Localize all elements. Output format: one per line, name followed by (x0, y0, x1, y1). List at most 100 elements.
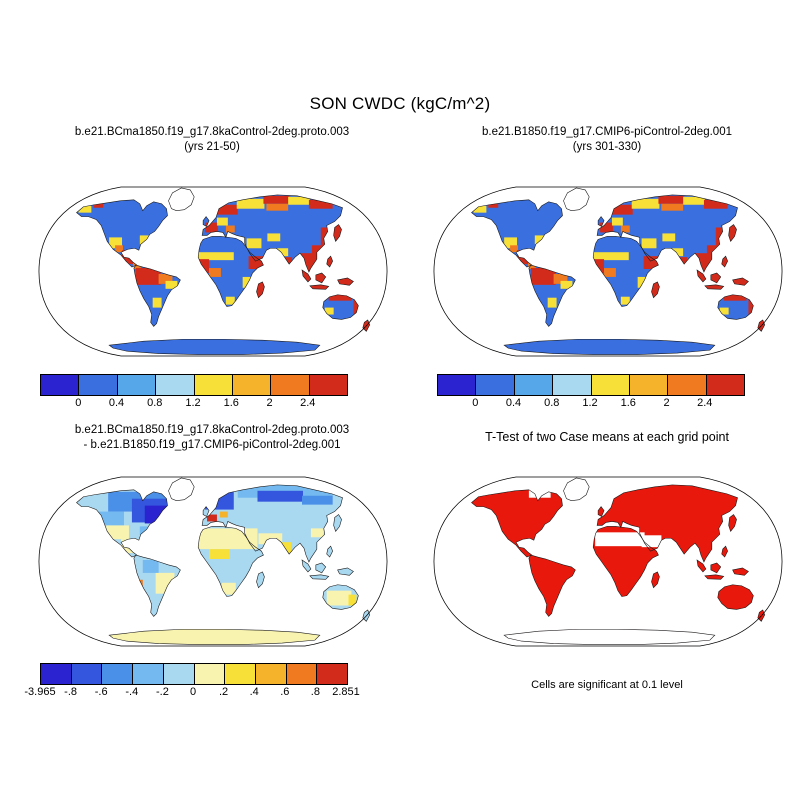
map-patch (246, 238, 262, 249)
panel-subtitle-case2: (yrs 301-330) (572, 141, 642, 153)
map-patch (324, 255, 335, 269)
map-patch (207, 514, 217, 522)
colorbar-tick-label: .4 (249, 686, 259, 698)
map-patch (683, 196, 705, 205)
panel-subtitle-case1: (yrs 21-50) (184, 141, 240, 153)
colorbar-segment (629, 375, 668, 395)
colorbar-tick-label: 2.4 (300, 397, 316, 409)
colorbar-segment (232, 375, 271, 395)
colorbar-tick-label: .6 (280, 686, 290, 698)
colorbar-tick-label: 0.4 (108, 397, 125, 409)
map-patch (661, 203, 684, 211)
panel-title-diff-line1: b.e21.BCma1850.f19_g17.8kaControl-2deg.p… (74, 424, 350, 436)
colorbar-tick-label: 1.6 (223, 397, 239, 409)
map-patch (152, 297, 162, 308)
map-patch (600, 222, 613, 233)
map-patch (560, 280, 573, 289)
map-patch (93, 202, 104, 208)
map-patch (593, 252, 629, 261)
colorbar-tick-label: 0 (189, 686, 197, 698)
map-patch (547, 297, 557, 308)
map-patch (748, 299, 755, 315)
colorbar-tick-label: 2 (663, 397, 670, 409)
colorbar-segment (133, 664, 163, 684)
panel-title-case2: b.e21.B1850.f19_g17.CMIP6-piControl-2deg… (482, 126, 732, 138)
map-patch (631, 198, 660, 209)
map-patch (361, 319, 370, 333)
colorbar-tick-label: 2 (266, 397, 273, 409)
map-patch (641, 238, 657, 249)
map-patch (326, 590, 352, 606)
map-patch (332, 223, 343, 244)
colorbar-segment (706, 375, 744, 395)
colorbar-tick-label: 0.8 (544, 397, 560, 409)
map-patch (595, 532, 645, 547)
map-patch (604, 268, 616, 277)
colorbar-segment (514, 375, 553, 395)
colorbar-segment (71, 664, 102, 684)
map-patch (277, 248, 289, 257)
map-patch (703, 199, 728, 209)
map-patch (197, 528, 258, 550)
map-patch (353, 299, 360, 315)
colorbar-tick-label: 0.8 (147, 397, 163, 409)
colorbar-tick-label: 0.4 (505, 397, 522, 409)
colorbar-segment (317, 664, 348, 684)
colorbar-diff (40, 663, 348, 685)
colorbar-tick-label: -.2 (155, 686, 169, 698)
colorbar-segment (309, 375, 347, 395)
colorbar-tick-label: 1.2 (185, 397, 201, 409)
map-patch (135, 268, 161, 285)
map-patch (209, 549, 230, 560)
map-patch (553, 273, 568, 284)
map-case2 (433, 186, 783, 357)
map-patch (620, 296, 630, 305)
colorbar-tick-label: 1.2 (582, 397, 598, 409)
colorbar-tick-label: -.6 (94, 686, 108, 698)
map-patch (256, 281, 266, 299)
map-patch (308, 199, 333, 209)
map-patch (473, 205, 487, 213)
map-patch (132, 263, 141, 270)
map-patch (267, 233, 281, 242)
map-patch (198, 259, 210, 273)
map-patch (324, 307, 334, 315)
map-patch (662, 233, 676, 242)
map-patch (679, 257, 688, 267)
figure-title: SON CWDC (kgC/m^2) (309, 94, 491, 113)
map-patch (719, 255, 730, 269)
colorbar-tick-label: -.8 (64, 686, 78, 698)
colorbar-segment (79, 375, 117, 395)
map-patch (142, 560, 159, 573)
colorbar-segment (163, 664, 194, 684)
colorbar-segment (286, 664, 317, 684)
map-patch (284, 257, 293, 267)
map-patch (658, 195, 685, 204)
map-patch (593, 259, 605, 273)
colorbar-case2 (437, 374, 745, 396)
map-patch (225, 296, 235, 305)
colorbar-segment (156, 375, 194, 395)
colorbar-tick-label: 0 (75, 397, 82, 409)
colorbar-segment (668, 375, 706, 395)
ttest-caption: Cells are significant at 0.1 level (531, 679, 683, 691)
panel-title-case1: b.e21.BCma1850.f19_g17.8kaControl-2deg.p… (74, 126, 350, 138)
colorbar-segment (438, 375, 476, 395)
map-patch (266, 203, 289, 211)
map-patch (510, 245, 519, 253)
map-patch (611, 217, 623, 226)
map-patch (756, 319, 765, 333)
colorbar-case1 (40, 374, 348, 396)
map-diff (38, 476, 388, 647)
map-patch (727, 223, 738, 244)
map-patch (221, 582, 236, 595)
map-patch (215, 204, 238, 215)
map-patch (641, 535, 662, 548)
map-patch (723, 294, 747, 301)
colorbar-tick-label: .2 (219, 686, 229, 698)
colorbar-segment (255, 664, 286, 684)
map-patch (719, 307, 729, 315)
map-patch (78, 205, 92, 213)
map-ttest (433, 476, 783, 647)
map-patch (242, 276, 253, 288)
